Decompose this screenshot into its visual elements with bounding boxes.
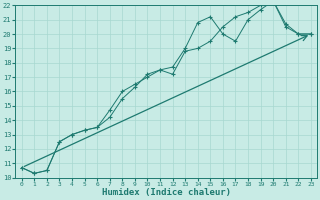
X-axis label: Humidex (Indice chaleur): Humidex (Indice chaleur) xyxy=(102,188,231,197)
